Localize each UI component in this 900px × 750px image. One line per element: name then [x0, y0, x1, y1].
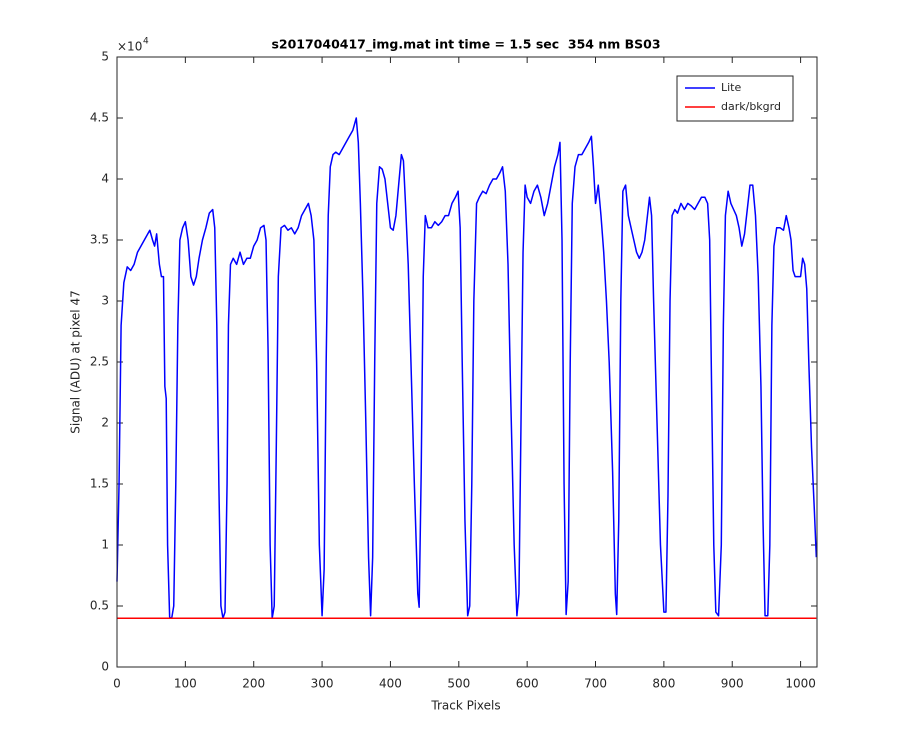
plot-background: [117, 57, 817, 667]
y-tick-label: 2.5: [90, 355, 109, 369]
legend-label: Lite: [721, 81, 741, 94]
x-tick-label: 300: [311, 677, 334, 691]
y-exponent-power: 4: [143, 37, 149, 47]
legend-box: [676, 75, 794, 122]
y-tick-label: 0.5: [90, 599, 109, 613]
legend-label: dark/bkgrd: [721, 100, 781, 113]
x-tick-label: 600: [516, 677, 539, 691]
x-tick-label: 800: [652, 677, 675, 691]
x-tick-label: 0: [113, 677, 121, 691]
data-line: [116, 117, 818, 619]
y-tick-label: 0: [101, 660, 109, 674]
x-tick-label: 500: [447, 677, 470, 691]
x-tick-label: 200: [242, 677, 265, 691]
x-tick-label: 400: [379, 677, 402, 691]
x-axis-label: Track Pixels: [430, 699, 500, 713]
y-tick-label: 1: [101, 538, 109, 552]
y-tick-label: 3: [101, 294, 109, 308]
plot-frame: [116, 56, 818, 668]
chart-title: s2017040417_img.mat int time = 1.5 sec 3…: [271, 37, 660, 53]
y-exponent-base: ×10: [117, 40, 142, 54]
y-axis-label: Signal (ADU) at pixel 47: [69, 290, 83, 433]
y-tick-label: 3.5: [90, 233, 109, 247]
y-tick-label: 4.5: [90, 111, 109, 125]
x-tick-label: 700: [584, 677, 607, 691]
x-tick-label: 100: [174, 677, 197, 691]
x-tick-label: 1000: [785, 677, 816, 691]
x-tick-label: 900: [721, 677, 744, 691]
y-tick-label: 1.5: [90, 477, 109, 491]
y-tick-label: 5: [101, 50, 109, 64]
y-tick-label: 2: [101, 416, 109, 430]
y-tick-label: 4: [101, 172, 109, 186]
